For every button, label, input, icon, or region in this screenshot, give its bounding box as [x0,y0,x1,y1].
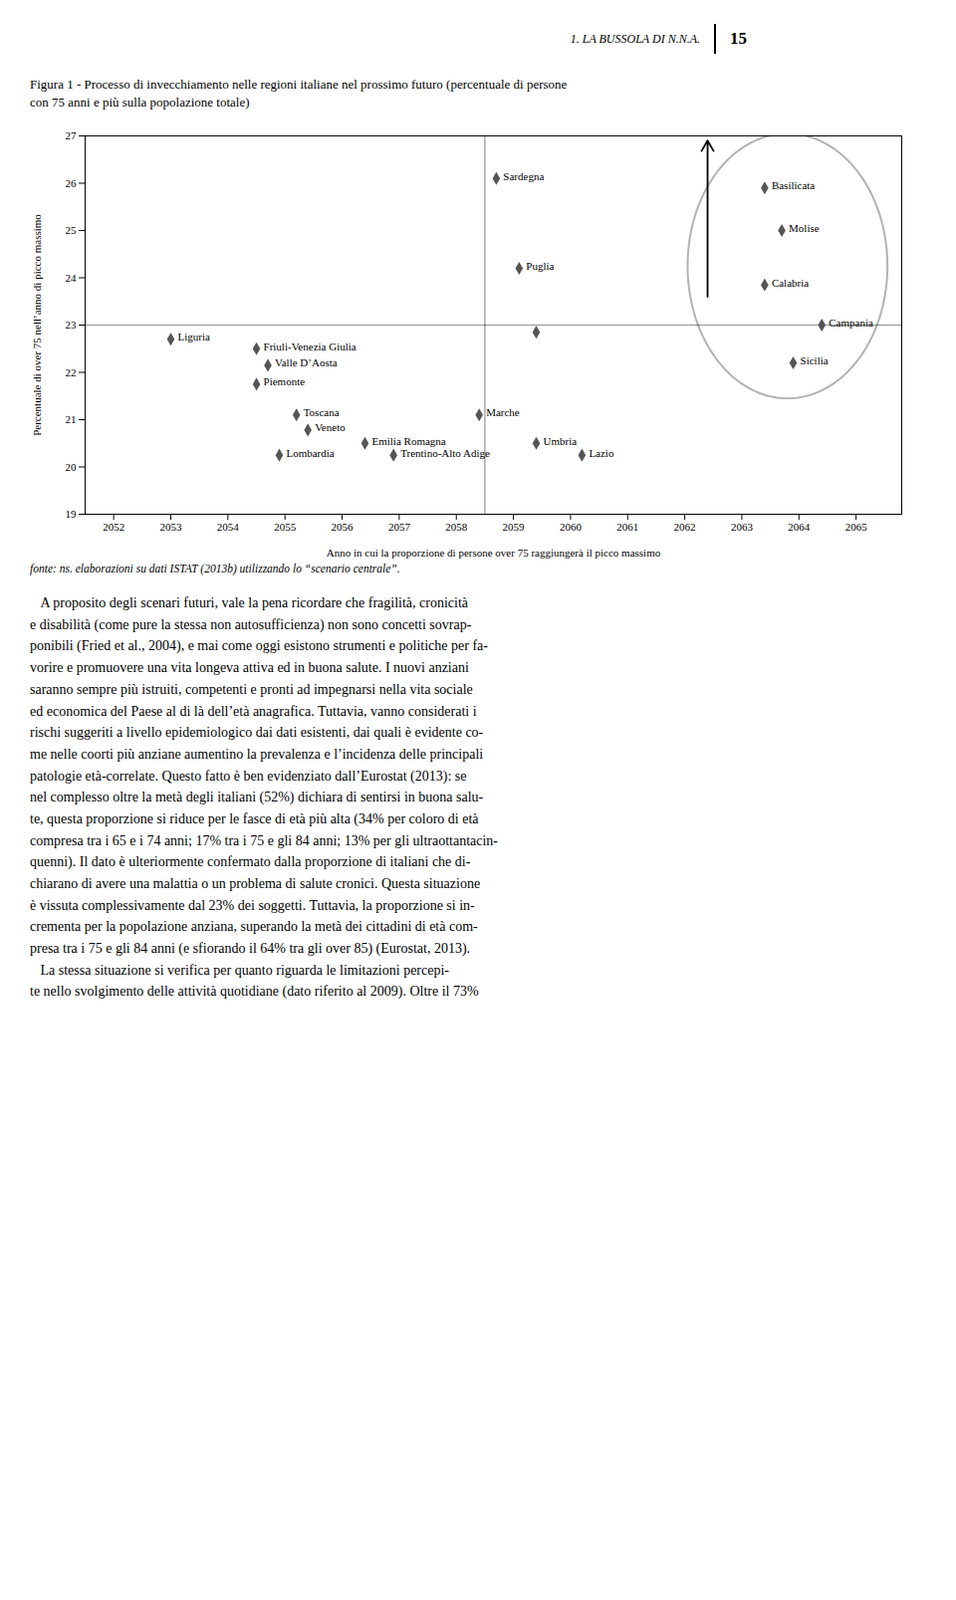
svg-text:27: 27 [65,129,78,142]
html-text:Figura 1 - Processo di invecch: Figura 1 - Processo di invecchiamento ne… [29,76,567,92]
svg-text:2062: 2062 [674,520,697,533]
svg-text:2061: 2061 [616,520,639,533]
svg-text:Friuli-Venezia Giulia: Friuli-Venezia Giulia [263,340,357,353]
svg-text:2063: 2063 [730,520,754,533]
svg-text:Liguria: Liguria [178,330,211,343]
svg-text:Sardegna: Sardegna [502,170,544,183]
svg-text:Percentuale di over 75 nell’an: Percentuale di over 75 nell’anno di picc… [30,214,43,437]
html-text:con 75 anni e più sulla popola: con 75 anni e più sulla popolazione tota… [29,94,250,110]
svg-text:2052: 2052 [102,520,125,533]
svg-text:Marche: Marche [485,406,520,419]
svg-text:Valle D’Aosta: Valle D’Aosta [274,356,338,369]
html-text:1. LA BUSSOLA DI N.N.A.: 1. LA BUSSOLA DI N.N.A. [570,31,701,46]
svg-text:Anno in cui la proporzione di: Anno in cui la proporzione di persone ov… [326,546,662,559]
svg-text:2058: 2058 [445,520,469,533]
svg-text:Emilia Romagna: Emilia Romagna [371,435,446,448]
svg-text:Sicilia: Sicilia [800,354,829,367]
svg-text:Piemonte: Piemonte [263,375,306,388]
svg-text:Basilicata: Basilicata [771,179,815,192]
svg-text:Campania: Campania [828,316,874,329]
svg-text:Trentino-Alto Adige: Trentino-Alto Adige [400,447,490,460]
svg-text:Lazio: Lazio [588,447,615,460]
svg-text:2060: 2060 [559,520,583,533]
svg-text:Molise: Molise [788,222,820,235]
svg-text:Calabria: Calabria [771,276,809,289]
svg-text:25: 25 [65,224,78,237]
svg-text:2053: 2053 [160,520,184,533]
svg-text:20: 20 [65,461,78,474]
html-text:fonte: ns. elaborazioni su dat: fonte: ns. elaborazioni su dati ISTAT (2… [29,562,400,575]
svg-text:2057: 2057 [388,520,412,533]
svg-text:23: 23 [65,318,78,331]
html-text:A proposito degli scenari futu: A proposito degli scenari futuri, vale l… [29,595,498,1000]
svg-text:2054: 2054 [217,520,240,533]
svg-text:2059: 2059 [502,520,526,533]
svg-text:2055: 2055 [273,520,297,533]
svg-text:2056: 2056 [331,520,355,533]
svg-text:22: 22 [65,366,77,379]
svg-text:Umbria: Umbria [543,435,578,448]
svg-text:Toscana: Toscana [303,406,340,419]
svg-text:Veneto: Veneto [314,422,346,435]
svg-text:21: 21 [65,413,77,426]
svg-text:24: 24 [65,271,78,284]
svg-text:Puglia: Puglia [525,259,554,272]
svg-text:Lombardia: Lombardia [285,447,334,460]
svg-text:26: 26 [65,177,78,190]
svg-text:2065: 2065 [845,520,869,533]
svg-text:19: 19 [65,507,78,520]
svg-text:2064: 2064 [787,520,811,533]
html-text:15: 15 [729,28,747,48]
